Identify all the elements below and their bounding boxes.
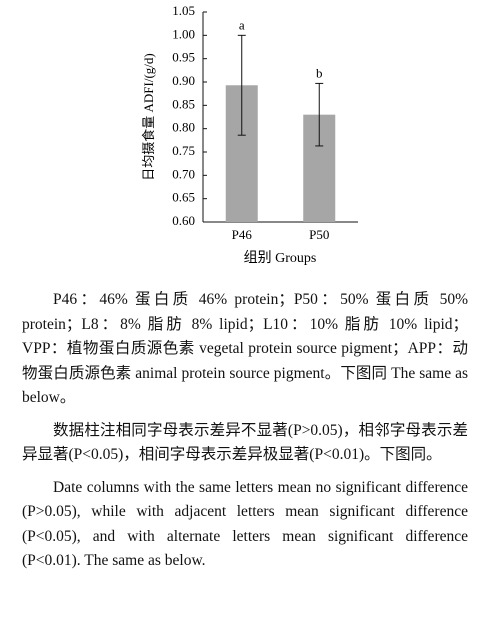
- y-tick-label: 0.65: [172, 190, 195, 205]
- y-tick-label: 0.75: [172, 143, 195, 158]
- note-paragraph: 数据柱注相同字母表示差异不显著(P>0.05)，相邻字母表示差异显著(P<0.0…: [22, 421, 468, 464]
- note-paragraph: P46：46% 蛋白质 46% protein；P50：50% 蛋白质 50% …: [22, 291, 468, 406]
- x-tick-label: P50: [309, 227, 329, 242]
- significance-letter: a: [239, 17, 245, 32]
- y-tick-label: 0.70: [172, 166, 195, 181]
- y-tick-label: 1.00: [172, 26, 195, 41]
- y-tick-label: 0.95: [172, 50, 195, 65]
- y-tick-label: 0.90: [172, 73, 195, 88]
- note-paragraph: Date columns with the same letters mean …: [22, 478, 468, 570]
- chart: 日均摄食量 ADFI/(g/d) 组别 Groups 0.60 0.65 0.70 0…: [141, 3, 358, 266]
- y-tick-label: 1.05: [172, 3, 195, 18]
- x-tick-label: P46: [232, 227, 253, 242]
- y-tick-label: 0.60: [172, 213, 195, 228]
- figure-notes: P46：46% 蛋白质 46% protein；P50：50% 蛋白质 50% …: [22, 288, 468, 582]
- x-axis-label: 组别 Groups: [244, 250, 317, 266]
- significance-letter: b: [316, 65, 323, 80]
- y-axis-label: 日均摄食量 ADFI/(g/d): [141, 53, 156, 180]
- y-tick-label: 0.85: [172, 96, 195, 111]
- y-tick-label: 0.80: [172, 120, 195, 135]
